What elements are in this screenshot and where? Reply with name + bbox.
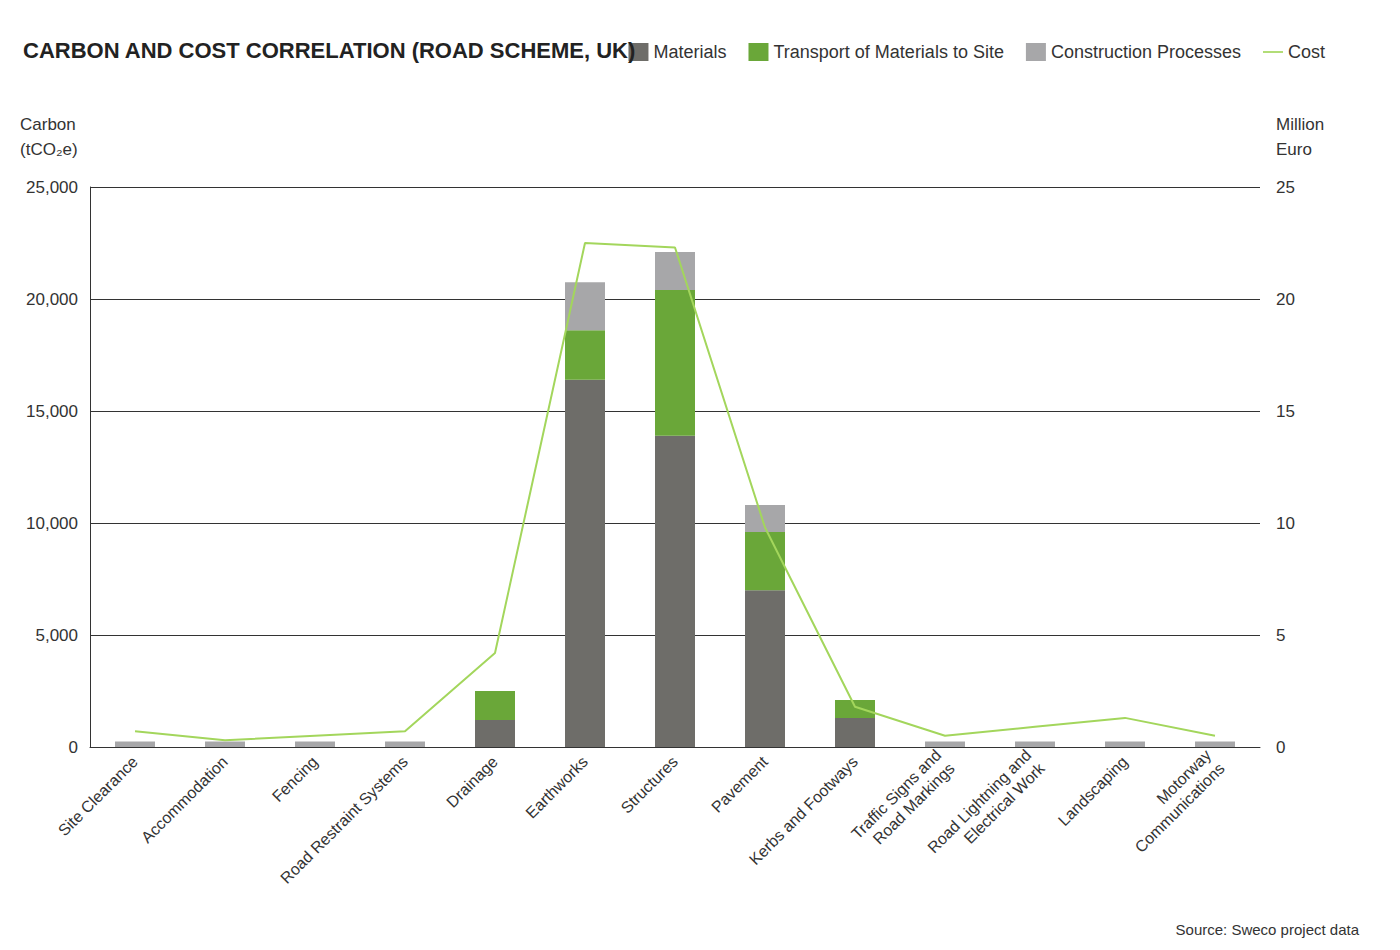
- svg-text:20: 20: [1276, 290, 1295, 309]
- svg-text:Euro: Euro: [1276, 140, 1312, 159]
- svg-text:Source: Sweco project data: Source: Sweco project data: [1176, 921, 1360, 938]
- svg-text:10,000: 10,000: [26, 514, 78, 533]
- svg-text:Motorway: Motorway: [1153, 746, 1215, 808]
- svg-text:CARBON AND COST CORRELATION (R: CARBON AND COST CORRELATION (ROAD SCHEME…: [23, 38, 635, 63]
- svg-text:5: 5: [1276, 626, 1285, 645]
- svg-text:Million: Million: [1276, 115, 1324, 134]
- svg-text:Construction Processes: Construction Processes: [1051, 42, 1241, 62]
- svg-text:Drainage: Drainage: [443, 753, 501, 811]
- svg-text:Earthworks: Earthworks: [522, 753, 591, 822]
- svg-text:Accommodation: Accommodation: [138, 753, 231, 846]
- svg-text:Electrical Work: Electrical Work: [961, 759, 1049, 847]
- svg-text:25: 25: [1276, 178, 1295, 197]
- svg-text:0: 0: [1276, 738, 1285, 757]
- svg-text:Road Restraint Systems: Road Restraint Systems: [277, 753, 411, 887]
- svg-text:(tCO₂e): (tCO₂e): [20, 140, 78, 159]
- svg-text:Structures: Structures: [617, 753, 681, 817]
- svg-text:Materials: Materials: [653, 42, 726, 62]
- svg-text:Fencing: Fencing: [269, 753, 321, 805]
- svg-text:5,000: 5,000: [35, 626, 78, 645]
- svg-text:Transport of Materials to Site: Transport of Materials to Site: [773, 42, 1003, 62]
- svg-text:15: 15: [1276, 402, 1295, 421]
- svg-text:Traffic Signs and: Traffic Signs and: [848, 746, 945, 843]
- svg-text:Site Clearance: Site Clearance: [55, 753, 141, 839]
- svg-text:Communications: Communications: [1132, 760, 1228, 856]
- svg-text:Pavement: Pavement: [708, 753, 771, 816]
- svg-text:Road Markings: Road Markings: [869, 759, 958, 848]
- svg-text:25,000: 25,000: [26, 178, 78, 197]
- svg-text:Road Lightning and: Road Lightning and: [924, 746, 1035, 857]
- svg-text:Carbon: Carbon: [20, 115, 76, 134]
- svg-text:10: 10: [1276, 514, 1295, 533]
- svg-text:Kerbs and Footways: Kerbs and Footways: [746, 753, 861, 868]
- svg-text:Cost: Cost: [1288, 42, 1325, 62]
- svg-text:20,000: 20,000: [26, 290, 78, 309]
- svg-text:0: 0: [69, 738, 78, 757]
- svg-text:15,000: 15,000: [26, 402, 78, 421]
- svg-text:Landscaping: Landscaping: [1055, 753, 1131, 829]
